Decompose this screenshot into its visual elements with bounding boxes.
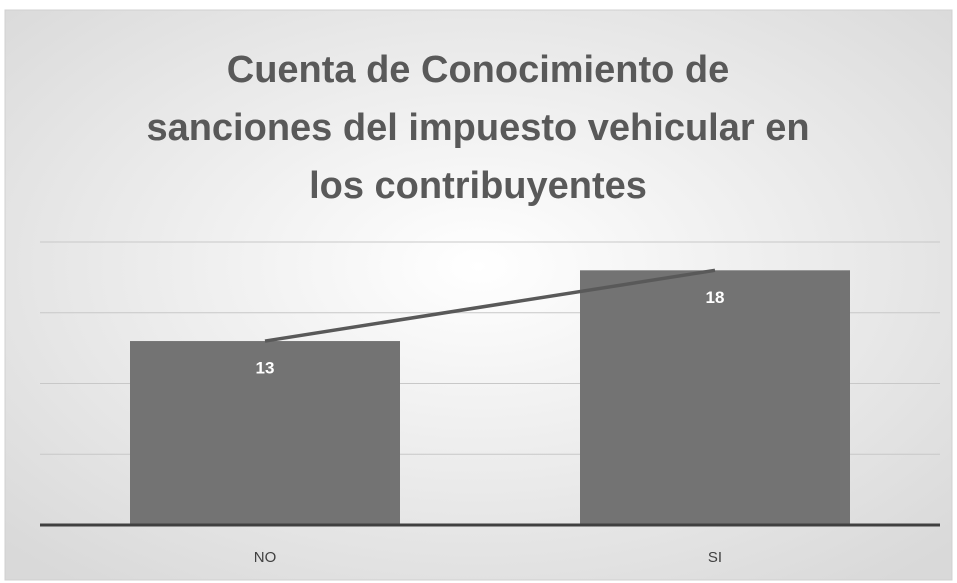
chart-title: Cuenta de Conocimiento de	[227, 49, 729, 91]
bar	[130, 341, 400, 525]
chart-title: los contribuyentes	[309, 165, 647, 207]
x-tick-label: SI	[708, 549, 722, 566]
data-label: 13	[256, 359, 275, 378]
data-label: 18	[706, 288, 725, 307]
line	[264, 268, 716, 343]
chart-title: sanciones del impuesto vehicular en	[146, 107, 809, 149]
bar	[580, 270, 850, 525]
x-tick-label: NO	[254, 549, 277, 566]
